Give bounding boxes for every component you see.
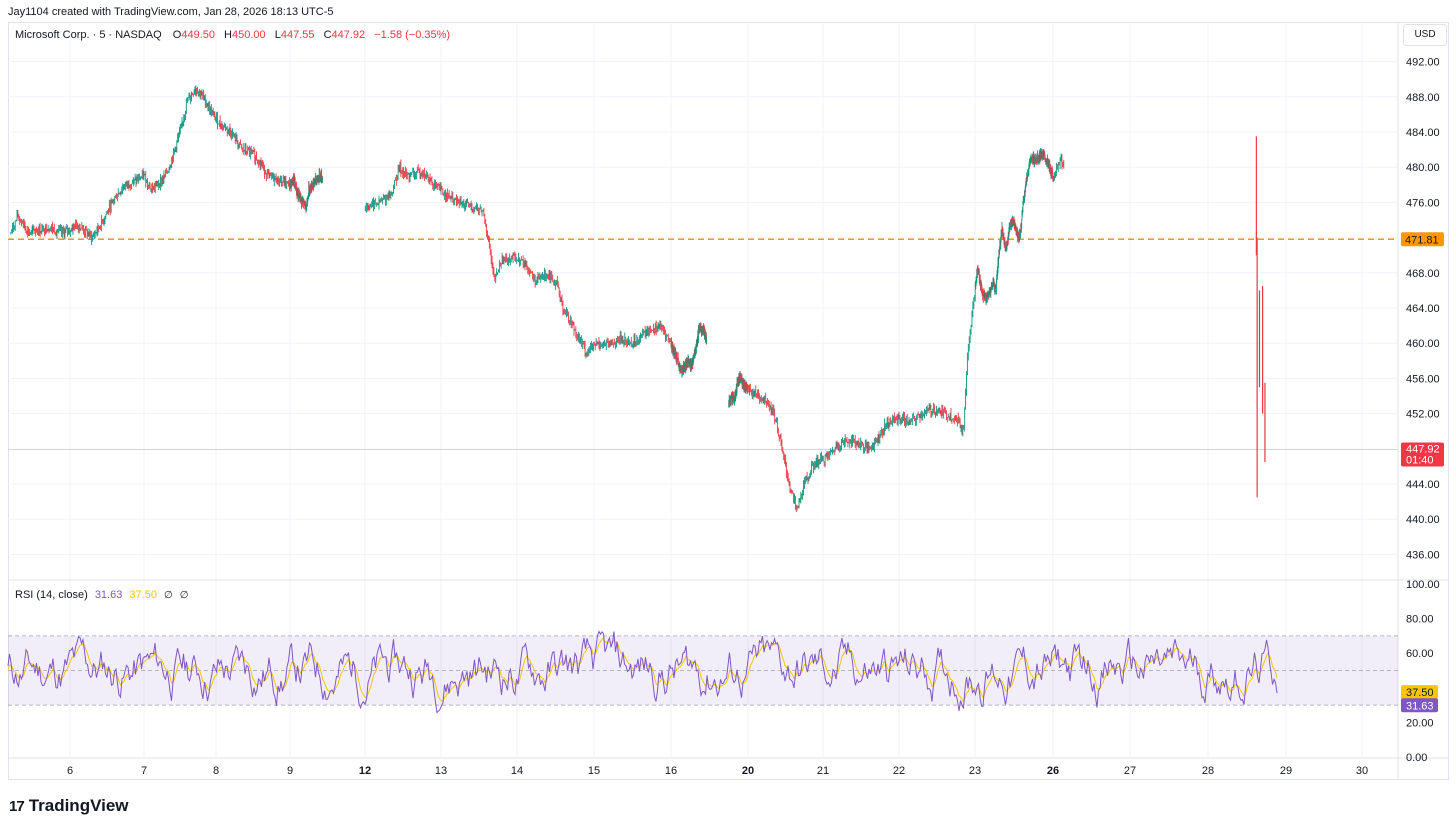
tradingview-brand: TradingView xyxy=(28,796,129,815)
x-tick-label: 27 xyxy=(1124,765,1136,777)
rsi-source-icon-2[interactable]: ∅ xyxy=(179,590,189,601)
rsi-ma-tag-label: 37.50 xyxy=(1406,687,1434,699)
rsi-line xyxy=(7,630,1278,714)
open-value: 449.50 xyxy=(181,29,215,41)
x-tick-label: 21 xyxy=(817,765,829,777)
rsi-tag-label: 31.63 xyxy=(1406,700,1434,712)
rsi-y-tick-label: 80.00 xyxy=(1406,614,1434,626)
y-tick-label: 480.00 xyxy=(1406,162,1440,174)
symbol-title[interactable]: Microsoft Corp. · 5 · NASDAQ xyxy=(15,29,162,41)
y-tick-label: 460.00 xyxy=(1406,338,1440,350)
y-tick-label: 492.00 xyxy=(1406,57,1440,69)
y-tick-label: 440.00 xyxy=(1406,514,1440,526)
rsi-legend[interactable]: RSI (14, close) 31.63 37.50 ∅ ∅ xyxy=(15,589,189,601)
y-tick-label: 468.00 xyxy=(1406,268,1440,280)
x-tick-label: 8 xyxy=(213,765,219,777)
last-price-tag xyxy=(1401,442,1444,467)
x-tick-label: 13 xyxy=(435,765,447,777)
rsi-source-icon[interactable]: ∅ xyxy=(164,590,173,601)
change-value: −1.58 (−0.35%) xyxy=(374,29,451,41)
rsi-value: 31.63 xyxy=(94,589,123,601)
currency-button[interactable]: USD xyxy=(1403,24,1447,46)
rsi-tag xyxy=(1401,698,1438,713)
x-tick-label: 12 xyxy=(359,765,371,777)
x-tick-label: 6 xyxy=(67,765,73,777)
tradingview-logo-mark: 17 xyxy=(9,797,25,815)
rsi-y-tick-label: 0.00 xyxy=(1406,752,1427,764)
x-tick-label: 16 xyxy=(665,765,677,777)
y-tick-label: 476.00 xyxy=(1406,197,1440,209)
x-tick-label: 14 xyxy=(511,765,523,777)
reference-price-tag xyxy=(1401,232,1444,247)
y-tick-label: 464.00 xyxy=(1406,303,1440,315)
y-tick-label: 436.00 xyxy=(1406,549,1440,561)
open-label: O xyxy=(172,29,182,41)
last-price-countdown: 01:40 xyxy=(1406,455,1434,467)
x-tick-label: 30 xyxy=(1356,765,1368,777)
symbol-legend[interactable]: Microsoft Corp. · 5 · NASDAQ O449.50 H45… xyxy=(15,29,456,41)
chart-credit: Jay1104 created with TradingView.com, Ja… xyxy=(8,6,334,18)
x-tick-label: 29 xyxy=(1280,765,1292,777)
high-value: 450.00 xyxy=(232,29,266,41)
close-label: C xyxy=(323,29,332,41)
rsi-title[interactable]: RSI (14, close) xyxy=(15,589,88,601)
x-tick-label: 28 xyxy=(1202,765,1214,777)
rsi-ma-value: 37.50 xyxy=(129,589,157,601)
y-tick-label: 456.00 xyxy=(1406,373,1440,385)
low-value: 447.55 xyxy=(280,29,315,41)
high-label: H xyxy=(224,29,232,41)
reference-price-label: 471.81 xyxy=(1405,234,1439,246)
x-tick-label: 7 xyxy=(141,765,147,777)
rsi-ma-tag xyxy=(1401,685,1438,700)
x-tick-label: 9 xyxy=(287,765,293,777)
x-tick-label: 23 xyxy=(969,765,981,777)
tradingview-logo: 17 TradingView xyxy=(9,796,129,816)
y-tick-label: 452.00 xyxy=(1406,409,1440,421)
low-label: L xyxy=(274,29,281,41)
x-tick-label: 22 xyxy=(893,765,905,777)
x-tick-label: 20 xyxy=(742,765,754,777)
rsi-y-tick-label: 60.00 xyxy=(1406,648,1434,660)
x-tick-label: 26 xyxy=(1047,765,1059,777)
rsi-y-tick-label: 100.00 xyxy=(1406,579,1440,591)
y-tick-label: 488.00 xyxy=(1406,92,1440,104)
y-tick-label: 444.00 xyxy=(1406,479,1440,491)
last-price-label: 447.92 xyxy=(1406,444,1440,456)
rsi-y-tick-label: 20.00 xyxy=(1406,717,1434,729)
close-value: 447.92 xyxy=(331,29,366,41)
x-tick-label: 15 xyxy=(588,765,600,777)
y-tick-label: 484.00 xyxy=(1406,127,1440,139)
chart-frame xyxy=(8,22,1449,780)
